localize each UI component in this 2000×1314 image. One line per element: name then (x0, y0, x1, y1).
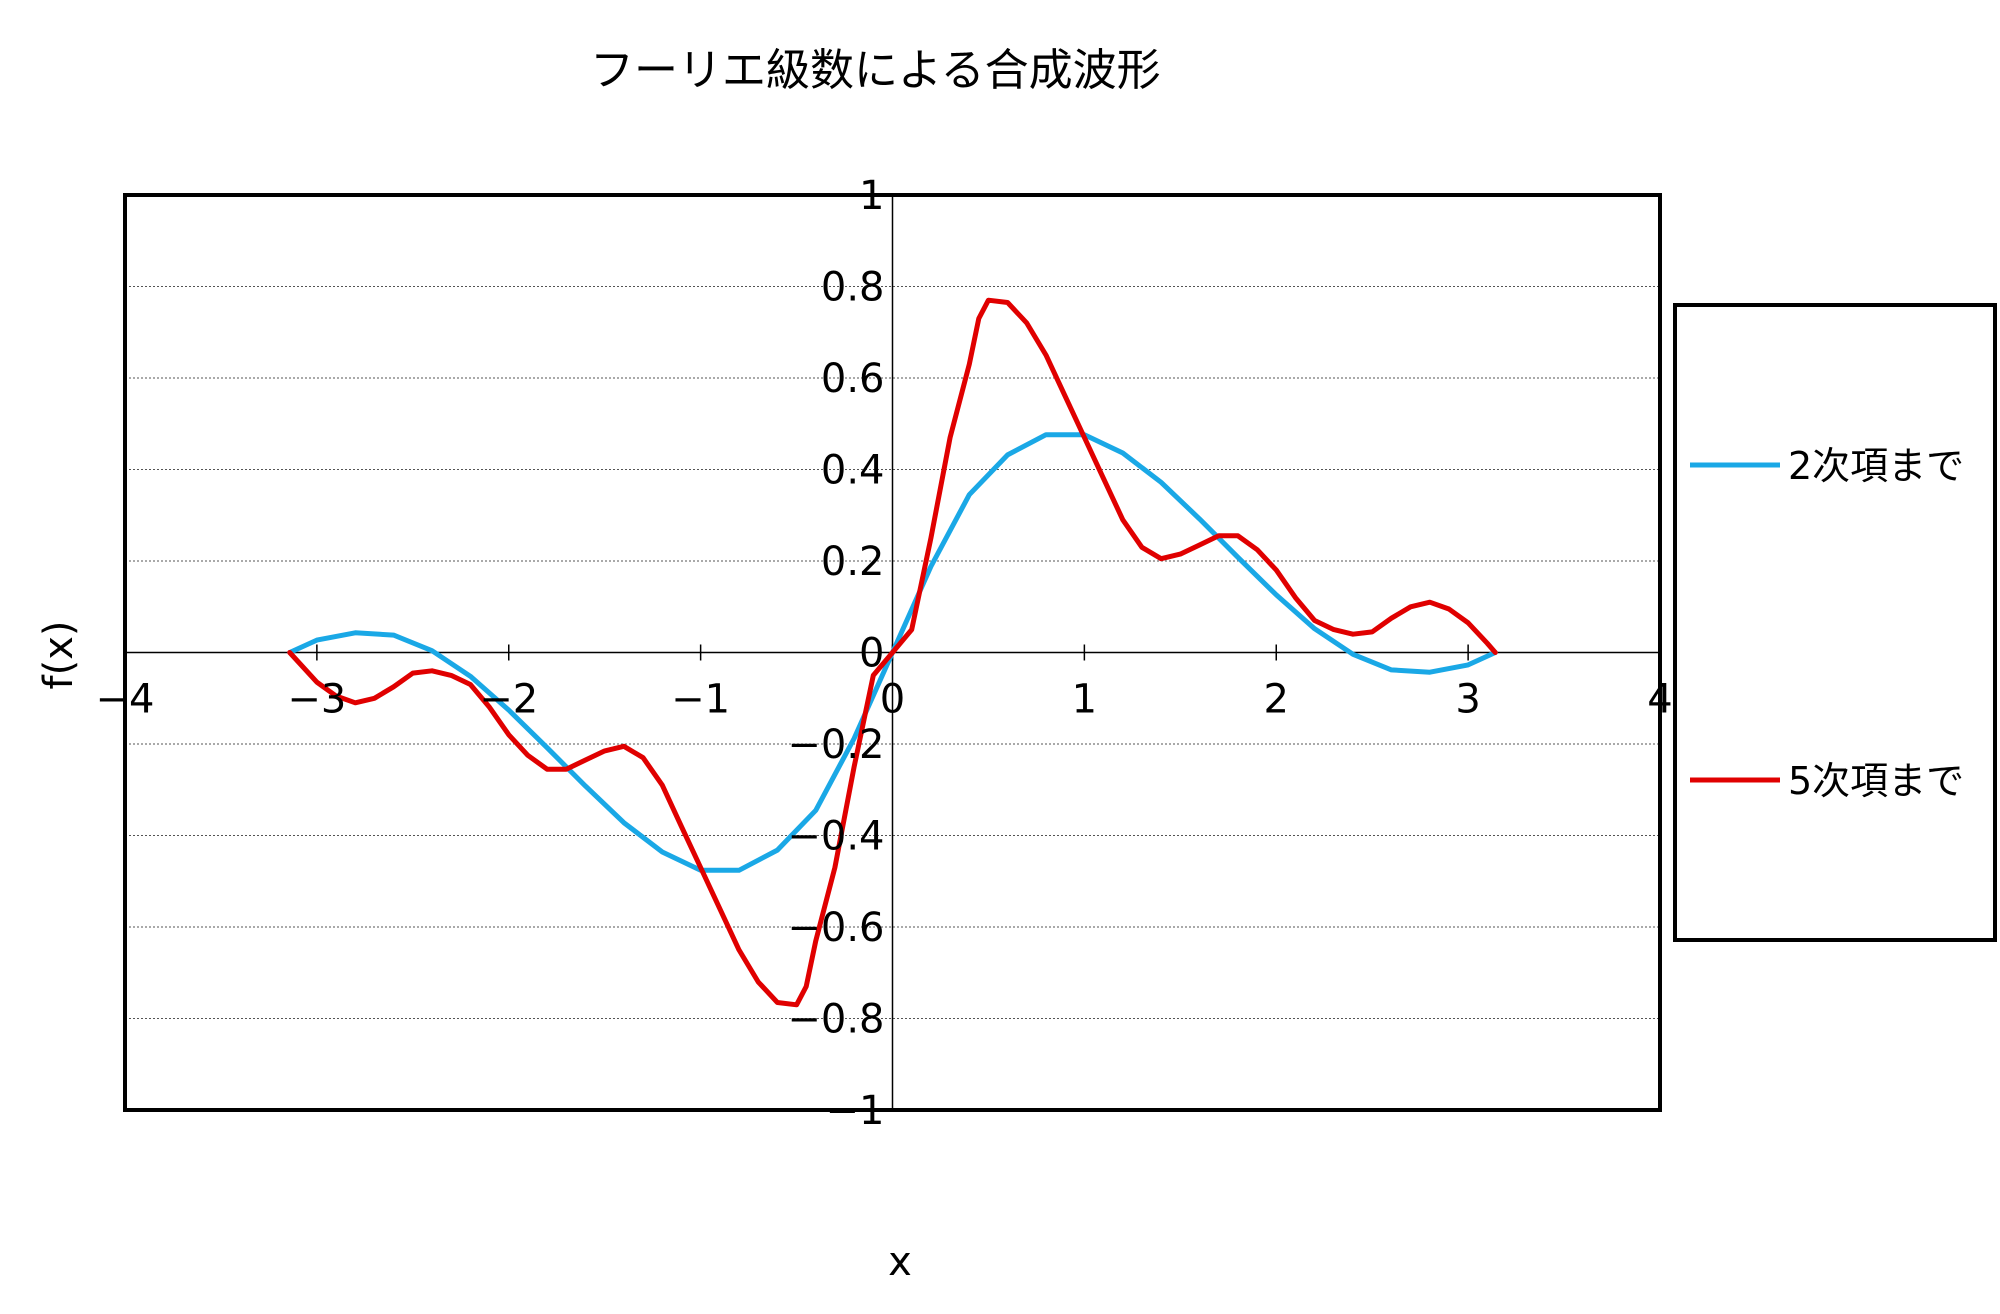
y-axis-label: f(x) (36, 621, 82, 690)
chart-title: フーリエ級数による合成波形 (590, 45, 1161, 96)
y-tick-label: −0.6 (787, 905, 884, 951)
legend-frame (1673, 303, 1997, 942)
legend-label-2: 5次項まで (1788, 759, 1964, 803)
x-tick-label: −2 (479, 677, 538, 723)
x-tick-label: 2 (1264, 677, 1289, 723)
y-tick-label: 0.6 (821, 356, 885, 402)
y-tick-label: −0.4 (787, 814, 884, 860)
legend-label-1: 2次項まで (1788, 444, 1964, 488)
y-tick-label: 0.2 (821, 539, 885, 585)
y-tick-label: 0.8 (821, 265, 885, 311)
legend: 2次項まで 5次項まで (1673, 303, 1997, 942)
series-line-2 (287, 297, 1498, 1008)
y-tick-label: 0.4 (821, 448, 885, 494)
y-tick-label: −0.2 (787, 722, 884, 768)
x-tick-labels: −4 −3 −2 −1 0 1 2 3 4 (96, 677, 1673, 723)
series-layer (287, 297, 1498, 1008)
x-tick-label: 0 (880, 677, 905, 723)
y-tick-label: 0 (859, 631, 884, 677)
x-tick-label: 3 (1455, 677, 1480, 723)
x-axis-label: x (888, 1239, 912, 1285)
x-tick-label: −3 (287, 677, 346, 723)
plot-frame (123, 193, 1662, 1112)
x-tick-label: 1 (1072, 677, 1097, 723)
y-tick-label: −0.8 (787, 997, 884, 1043)
x-tick-label: −1 (671, 677, 730, 723)
